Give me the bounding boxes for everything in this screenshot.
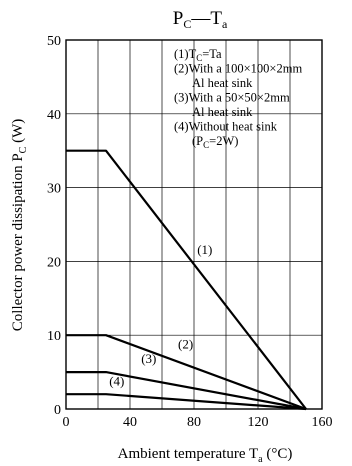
series-label-3: (3) [141, 351, 156, 366]
y-tick-label: 20 [47, 255, 61, 270]
x-tick-labels: 0 40 80 120 160 [63, 415, 333, 430]
y-tick-label: 50 [47, 34, 61, 49]
legend-entry: (PC=2W) [192, 134, 238, 150]
series-line-2 [66, 334, 307, 411]
series-labels: (1) (2) (3) (4) [109, 242, 212, 388]
series-line-3 [66, 371, 307, 411]
legend-entry: (4)Without heat sink [174, 120, 278, 134]
y-tick-labels: 0 10 20 30 40 50 [47, 34, 61, 418]
x-tick-label: 0 [63, 415, 70, 430]
y-axis-label: Collector power dissipation PC (W) [10, 119, 29, 331]
x-axis-label: Ambient temperature Ta (°C) [118, 446, 293, 465]
y-tick-label: 40 [47, 108, 61, 123]
series-lines [66, 149, 307, 411]
x-tick-label: 40 [123, 415, 137, 430]
series-line-1 [66, 149, 307, 410]
y-tick-label: 0 [54, 403, 61, 418]
y-tick-label: 10 [47, 329, 61, 344]
x-tick-label: 160 [312, 415, 333, 430]
series-label-4: (4) [109, 373, 124, 388]
x-tick-label: 80 [187, 415, 201, 430]
chart-title: PC—Ta [173, 8, 228, 31]
legend-entry: (2)With a 100×100×2mm [174, 62, 302, 76]
plot-frame [65, 39, 323, 410]
y-tick-label: 30 [47, 182, 61, 197]
x-tick-label: 120 [248, 415, 269, 430]
series-label-1: (1) [197, 242, 212, 257]
legend-entry: (3)With a 50×50×2mm [174, 91, 290, 105]
legend-entry: (1)TC=Ta [174, 47, 222, 63]
legend-entry: Al heat sink [192, 105, 253, 119]
legend-entry: Al heat sink [192, 76, 253, 90]
series-line-4 [66, 393, 307, 411]
series-label-2: (2) [178, 336, 193, 351]
